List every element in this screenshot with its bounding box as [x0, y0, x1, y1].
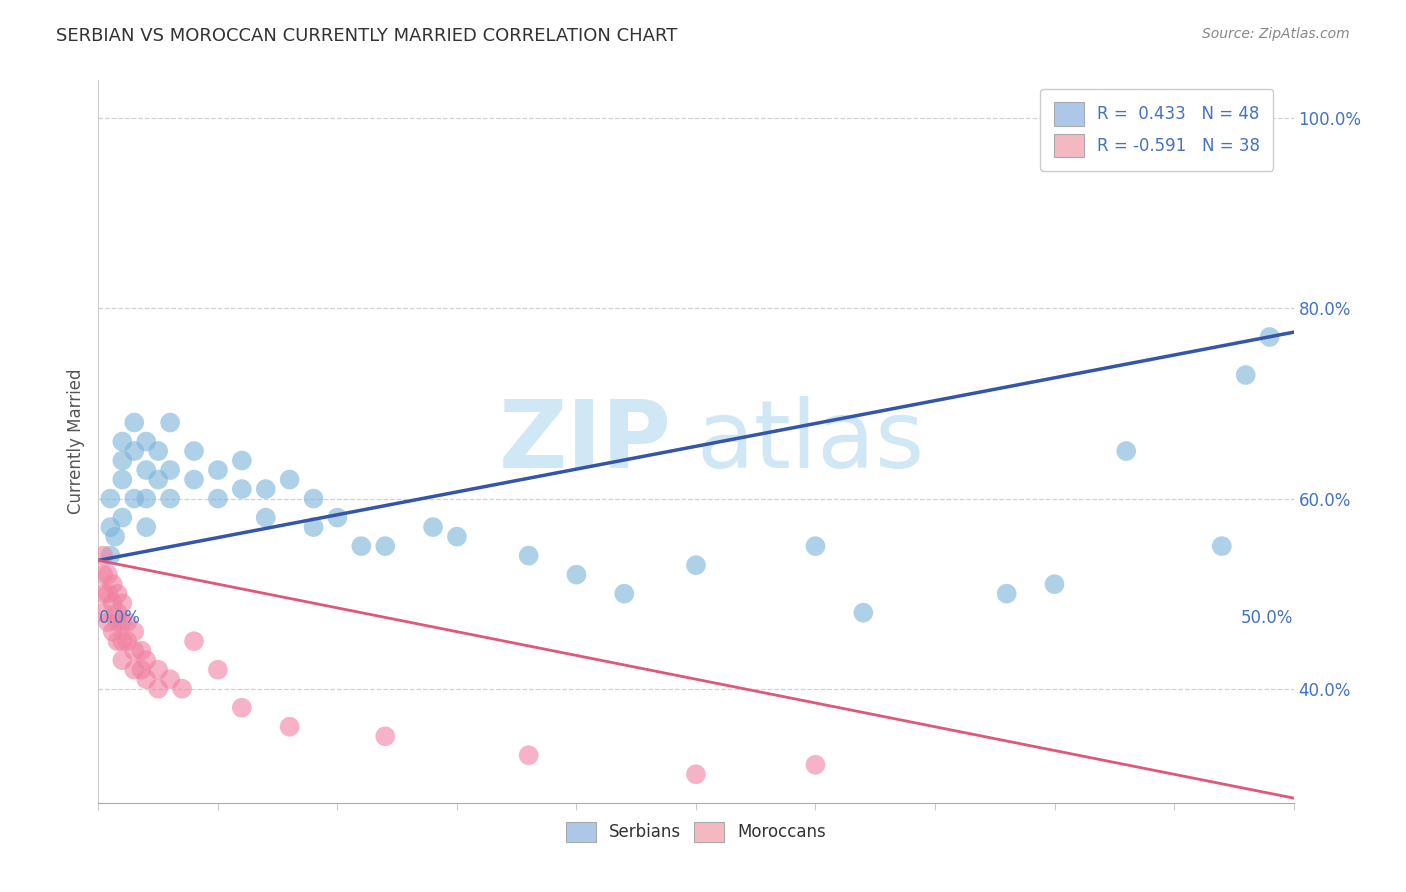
Point: [111, 615, 134, 630]
Point: [517, 748, 540, 763]
Point: [115, 615, 138, 630]
Point: [111, 596, 134, 610]
Point: [685, 558, 707, 573]
Text: Source: ZipAtlas.com: Source: ZipAtlas.com: [1202, 27, 1350, 41]
Point: [111, 653, 134, 667]
Point: [995, 587, 1018, 601]
Point: [91, 587, 114, 601]
Point: [1258, 330, 1281, 344]
Point: [135, 491, 157, 506]
Point: [183, 634, 205, 648]
Point: [135, 672, 157, 686]
Point: [148, 663, 170, 677]
Point: [517, 549, 540, 563]
Point: [685, 767, 707, 781]
Point: [111, 453, 134, 467]
Point: [565, 567, 588, 582]
Point: [115, 634, 138, 648]
Point: [172, 681, 194, 696]
Legend: Serbians, Moroccans: Serbians, Moroccans: [558, 815, 834, 848]
Point: [1211, 539, 1233, 553]
Point: [326, 510, 349, 524]
Point: [231, 453, 253, 467]
Point: [804, 539, 827, 553]
Point: [278, 720, 301, 734]
Point: [135, 434, 157, 449]
Point: [207, 663, 229, 677]
Point: [124, 624, 146, 639]
Point: [98, 520, 122, 534]
Point: [124, 643, 146, 657]
Point: [254, 482, 277, 496]
Point: [231, 700, 253, 714]
Point: [852, 606, 875, 620]
Point: [101, 596, 124, 610]
Point: [613, 587, 636, 601]
Point: [159, 463, 181, 477]
Point: [1234, 368, 1257, 382]
Point: [278, 473, 301, 487]
Point: [446, 530, 468, 544]
Point: [135, 520, 157, 534]
Point: [124, 416, 146, 430]
Point: [159, 491, 181, 506]
Point: [131, 663, 153, 677]
Point: [374, 539, 396, 553]
Point: [135, 463, 157, 477]
Y-axis label: Currently Married: Currently Married: [66, 368, 84, 515]
Point: [148, 681, 170, 696]
Point: [1115, 444, 1137, 458]
Text: SERBIAN VS MOROCCAN CURRENTLY MARRIED CORRELATION CHART: SERBIAN VS MOROCCAN CURRENTLY MARRIED CO…: [56, 27, 678, 45]
Text: atlas: atlas: [696, 395, 924, 488]
Point: [183, 444, 205, 458]
Point: [207, 463, 229, 477]
Point: [101, 624, 124, 639]
Text: 0.0%: 0.0%: [98, 609, 141, 627]
Point: [104, 530, 127, 544]
Point: [804, 757, 827, 772]
Point: [111, 510, 134, 524]
Point: [98, 549, 122, 563]
Point: [111, 473, 134, 487]
Point: [107, 587, 129, 601]
Text: 50.0%: 50.0%: [1241, 609, 1294, 627]
Point: [98, 491, 122, 506]
Point: [111, 634, 134, 648]
Point: [148, 444, 170, 458]
Point: [91, 606, 114, 620]
Point: [159, 672, 181, 686]
Point: [97, 587, 120, 601]
Point: [350, 539, 373, 553]
Point: [148, 473, 170, 487]
Point: [124, 444, 146, 458]
Point: [159, 416, 181, 430]
Point: [107, 634, 129, 648]
Point: [97, 615, 120, 630]
Point: [107, 615, 129, 630]
Point: [124, 491, 146, 506]
Point: [374, 729, 396, 743]
Point: [302, 491, 325, 506]
Point: [254, 510, 277, 524]
Point: [135, 653, 157, 667]
Point: [124, 663, 146, 677]
Point: [1043, 577, 1066, 591]
Text: ZIP: ZIP: [499, 395, 672, 488]
Point: [97, 567, 120, 582]
Point: [101, 577, 124, 591]
Point: [231, 482, 253, 496]
Point: [131, 643, 153, 657]
Point: [422, 520, 444, 534]
Point: [107, 606, 129, 620]
Point: [91, 567, 114, 582]
Point: [111, 434, 134, 449]
Point: [183, 473, 205, 487]
Point: [91, 549, 114, 563]
Point: [302, 520, 325, 534]
Point: [207, 491, 229, 506]
